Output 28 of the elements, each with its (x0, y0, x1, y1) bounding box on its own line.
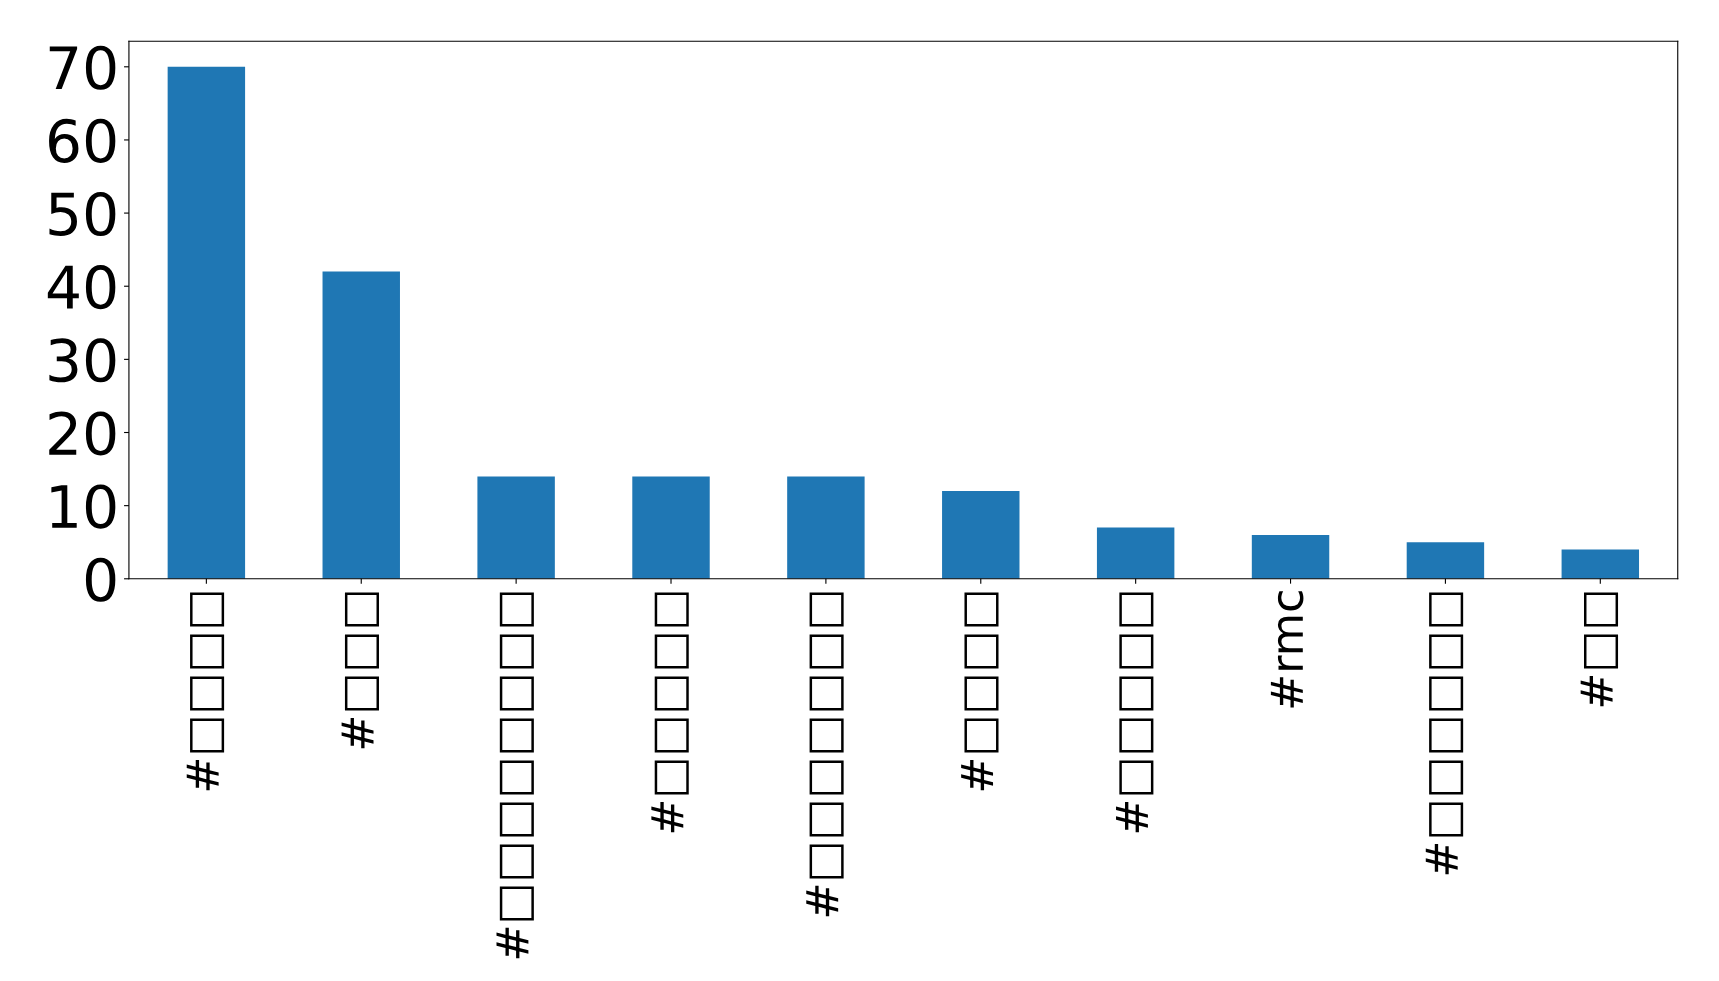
bar (322, 271, 400, 579)
bar (1251, 534, 1330, 579)
x-tick-label: #□□□□□□□ (806, 592, 844, 917)
x-tick-label: #□□□ (341, 592, 379, 749)
bar (1096, 527, 1175, 579)
x-tick-label: #□□□□□□ (1425, 592, 1464, 875)
y-tick-label: 10 (51, 484, 116, 529)
bar (167, 66, 246, 579)
y-tick-label: 50 (49, 191, 116, 237)
x-tick-label: #□□□□□ (651, 592, 689, 833)
bar (1406, 542, 1485, 579)
bar (632, 476, 710, 579)
x-tick-label: #rmc (1270, 591, 1304, 708)
x-tick-label: #□□□□□ (1116, 592, 1154, 833)
y-tick-label: 0 (85, 557, 116, 602)
y-tick-label: 20 (49, 411, 116, 456)
bar (1561, 549, 1640, 579)
x-tick-label: #□□□□ (186, 592, 225, 791)
x-tick-label: #□□ (1580, 592, 1619, 707)
x-tick-label: #□□□□ (961, 592, 999, 791)
y-tick-label: 60 (49, 118, 116, 163)
x-tick-label: #□□□□□□□□ (496, 592, 534, 959)
bar (787, 476, 865, 579)
bar (477, 476, 555, 579)
y-tick-label: 70 (49, 45, 116, 90)
bar (942, 491, 1020, 579)
y-tick-label: 40 (47, 265, 116, 310)
y-tick-label: 30 (49, 338, 116, 383)
